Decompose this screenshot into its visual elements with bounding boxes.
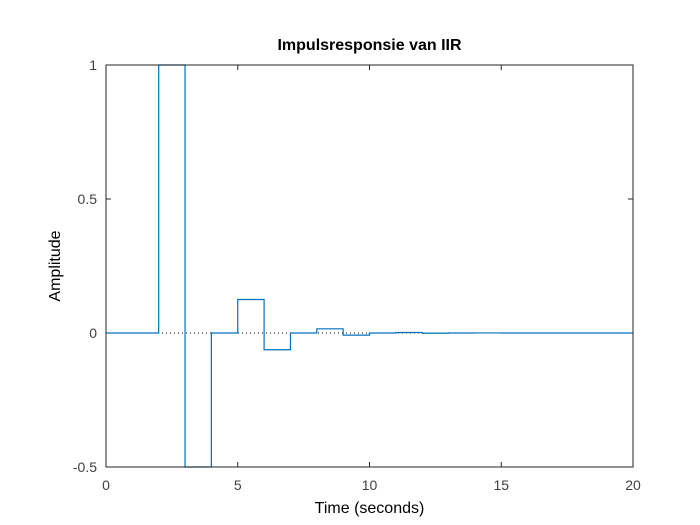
x-tick-label: 20 [625, 477, 641, 493]
y-tick-label: 0.5 [78, 191, 98, 207]
y-axis-label: Amplitude [47, 230, 64, 301]
y-tick-label: -0.5 [73, 459, 97, 475]
x-tick-label: 15 [493, 477, 509, 493]
chart-title: Impulsresponsie van IIR [277, 37, 462, 54]
x-tick-label: 10 [362, 477, 378, 493]
x-tick-label: 0 [102, 477, 110, 493]
x-axis-label: Time (seconds) [315, 500, 425, 517]
axes-box [105, 64, 634, 468]
y-tick-label: 0 [89, 325, 97, 341]
y-tick-label: 1 [89, 57, 97, 73]
tick-labels-layer: 0 5 10 15 20 -0.5 0 0.5 1 [73, 57, 641, 493]
axes-background [106, 65, 633, 467]
x-tick-label: 5 [234, 477, 242, 493]
